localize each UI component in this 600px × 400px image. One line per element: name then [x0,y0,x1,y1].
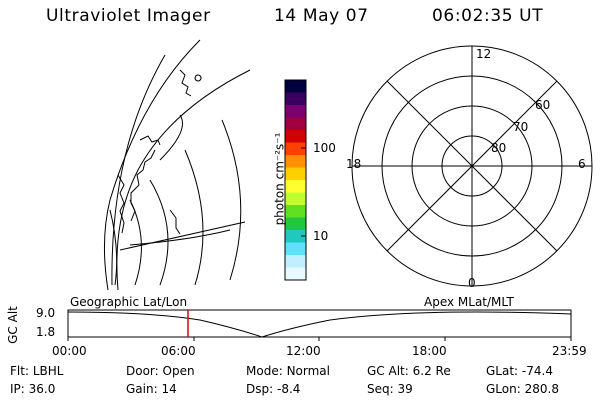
colorbar-tick-label-100: 100 [313,141,336,155]
polar-label-80: 80 [491,141,507,155]
info-door: Door: Open [126,364,195,378]
info-glat: GLat: -74.4 [486,364,553,378]
polar-diagonal-2 [386,80,558,252]
timeline-y-tick-1-8: 1.8 [36,325,56,339]
colorbar-band [285,180,306,193]
timeline-x-tick-0600: 06:00 [161,344,196,358]
info-dsp: Dsp: -8.4 [246,382,301,396]
colorbar-band [285,155,306,168]
polar-label-0: 0 [468,276,476,290]
timeline-x-tick-1800: 18:00 [412,344,447,358]
timeline-x-tick-0000: 00:00 [52,344,87,358]
colorbar-band [285,255,306,268]
timeline-left-label: Geographic Lat/Lon [70,295,188,309]
colorbar-band [285,205,306,218]
polar-plot [351,45,593,287]
colorbar-band [285,92,306,106]
colorbar-band [285,105,306,118]
polar-label-6: 6 [578,157,586,171]
colorbar-band [285,80,306,93]
info-seq: Seq: 39 [367,382,413,396]
info-glon: GLon: 280.8 [486,382,559,396]
time-label: 06:02:35 UT [432,6,544,26]
colorbar-frame [284,79,307,281]
colorbar [285,80,306,281]
colorbar-unit-label: photon cm⁻²s⁻¹ [272,132,287,226]
geographic-map [103,39,251,291]
colorbar-tick-label-10: 10 [313,229,329,243]
polar-label-18: 18 [346,157,362,171]
colorbar-band [285,142,306,156]
polar-label-60: 60 [535,98,551,112]
timeline-x-tick-1200: 12:00 [286,344,321,358]
colorbar-band [285,167,306,181]
info-flt: Flt: LBHL [10,364,64,378]
polar-label-70: 70 [513,120,529,134]
info-gc-alt: GC Alt: 6.2 Re [367,364,451,378]
timeline-right-label: Apex MLat/MLT [424,295,514,309]
colorbar-band [285,130,306,143]
altitude-curve [67,311,572,338]
info-gain: Gain: 14 [126,382,177,396]
timeline-y-tick-9: 9.0 [36,306,56,320]
info-mode: Mode: Normal [246,364,330,378]
colorbar-band [285,217,306,231]
timeline-panel [67,309,572,341]
timeline-axis-title: GC Alt [5,306,20,344]
colorbar-band [285,267,306,281]
timeline-x-tick-2359: 23:59 [552,344,587,358]
colorbar-band [285,117,306,131]
colorbar-band [285,192,306,206]
date-label: 14 May 07 [274,6,369,26]
colorbar-band [285,230,306,243]
colorbar-band [285,242,306,256]
info-ip: IP: 36.0 [10,382,56,396]
polar-label-12: 12 [476,47,492,61]
instrument-title: Ultraviolet Imager [46,6,211,26]
